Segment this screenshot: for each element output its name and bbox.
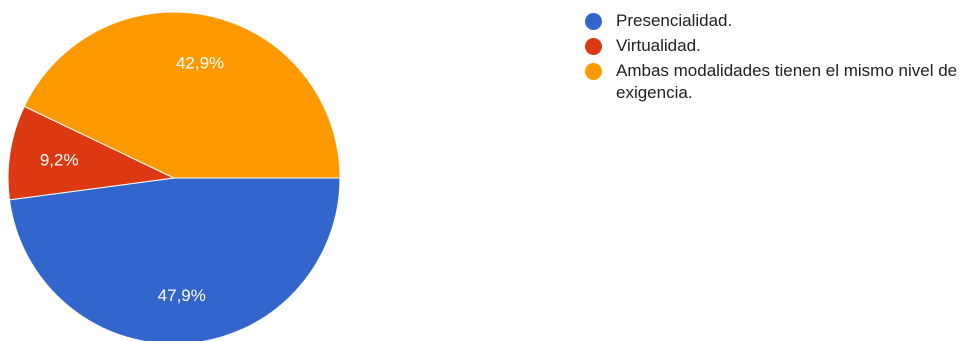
legend-label-presencialidad: Presencialidad. [616,11,733,30]
slice-label-ambas: 42,9% [176,54,224,73]
legend-item-virtualidad[interactable]: Virtualidad. [585,35,975,57]
pie-slices [7,11,341,341]
legend-label-virtualidad: Virtualidad. [616,36,701,55]
legend-swatch-ambas [585,63,602,80]
pie-slice-ambas[interactable] [23,11,341,179]
legend: Presencialidad. Virtualidad. Ambas modal… [585,10,975,107]
slice-label-virtualidad: 9,2% [40,150,79,169]
pie-slice-labels: 47,9% 9,2% 42,9% [40,54,224,306]
pie-slice-virtualidad[interactable] [7,105,176,201]
legend-label-ambas: Ambas modalidades tienen el mismo nivel … [616,61,958,102]
pie-slice-presencialidad[interactable] [8,177,341,341]
legend-item-ambas[interactable]: Ambas modalidades tienen el mismo nivel … [585,60,975,104]
legend-swatch-virtualidad [585,38,602,55]
slice-label-presencialidad: 47,9% [158,286,206,305]
legend-swatch-presencialidad [585,13,602,30]
pie-chart: 47,9% 9,2% 42,9% [7,11,341,341]
legend-item-presencialidad[interactable]: Presencialidad. [585,10,975,32]
